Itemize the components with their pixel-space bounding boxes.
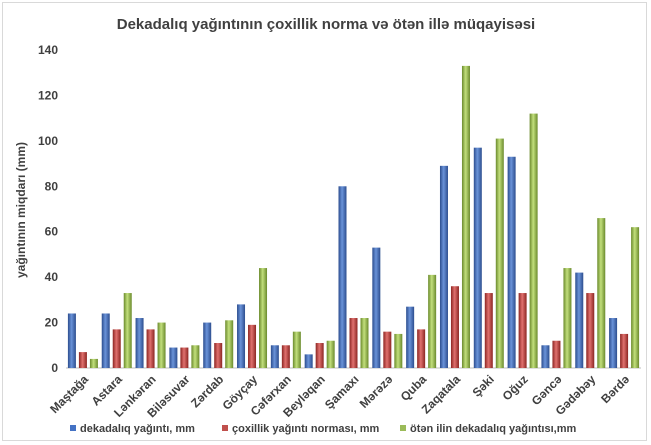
x-tick-label: Quba <box>398 372 430 404</box>
x-tick-label: Şamaxı <box>322 372 362 412</box>
bar-c-f-rxan-series-1 <box>270 345 279 368</box>
bar-l-nk-ran-series-2 <box>146 329 155 368</box>
bar-astara-series-3 <box>123 293 132 368</box>
bar-l-nk-ran-series-3 <box>157 322 166 368</box>
bar-samax-series-1 <box>338 186 347 368</box>
bar-g-nc-series-3 <box>563 268 572 368</box>
bar-c-f-rxan-series-3 <box>292 331 301 368</box>
legend-label: dekadalıq yağıntı, mm <box>80 423 195 435</box>
bar-m-r-z-series-2 <box>383 331 392 368</box>
bar-astara-series-2 <box>112 329 121 368</box>
bar-g-d-b-y-series-2 <box>586 293 595 368</box>
x-tick-label: Şəki <box>470 372 497 399</box>
bar-quba-series-3 <box>428 274 437 368</box>
legend-swatch <box>400 425 406 431</box>
bar-mastaga-series-1 <box>67 313 76 368</box>
bar-samax-series-2 <box>349 318 358 368</box>
bar-c-f-rxan-series-2 <box>281 345 290 368</box>
y-tick-label: 0 <box>51 361 58 375</box>
bar-b-rd-series-2 <box>620 333 629 368</box>
bar-m-r-z-series-3 <box>394 333 403 368</box>
x-tick-label: Oğuz <box>500 372 531 403</box>
bar-z-rdab-series-3 <box>225 320 234 368</box>
bar-goycay-series-2 <box>248 324 257 368</box>
x-axis-labels: MaştağaAstaraLənkəranBiləsuvarZərdabGöyç… <box>47 372 632 420</box>
y-tick-label: 20 <box>45 316 59 330</box>
bar-goycay-series-1 <box>237 304 246 368</box>
bar-goycay-series-3 <box>259 268 268 368</box>
bar-bil-suvar-series-2 <box>180 347 189 368</box>
bar-b-rd-series-1 <box>609 318 618 368</box>
bar-z-rdab-series-1 <box>203 322 212 368</box>
x-tick-label: Maştağa <box>47 372 91 416</box>
bar-beyl-qan-series-1 <box>304 354 313 368</box>
bar-samax-series-3 <box>360 318 369 368</box>
y-tick-label: 120 <box>38 88 58 102</box>
bar-b-rd-series-3 <box>631 227 640 368</box>
bar-s-ki-series-3 <box>495 138 504 368</box>
y-axis-label: yağıntının miqdarı (mm) <box>14 142 28 278</box>
legend-label: çoxillik yağıntı norması, mm <box>232 423 380 435</box>
bar-l-nk-ran-series-1 <box>135 318 144 368</box>
y-tick-label: 80 <box>45 179 59 193</box>
bar-z-rdab-series-2 <box>214 343 223 368</box>
legend-swatch <box>222 425 228 431</box>
bar-beyl-qan-series-3 <box>326 340 335 368</box>
bar-oguz-series-2 <box>518 293 527 368</box>
bar-oguz-series-1 <box>507 156 516 368</box>
x-tick-label: Bərdə <box>598 372 632 406</box>
bar-quba-series-1 <box>406 306 415 368</box>
y-tick-label: 140 <box>38 43 58 57</box>
bar-group <box>67 65 640 369</box>
bar-m-r-z-series-1 <box>372 247 381 368</box>
bar-g-d-b-y-series-3 <box>597 218 606 368</box>
bar-g-nc-series-2 <box>552 340 561 368</box>
y-axis-ticks: 0 20 40 60 80 100 120 140 <box>38 43 58 375</box>
y-tick-label: 40 <box>45 270 59 284</box>
bar-bil-suvar-series-1 <box>169 347 178 368</box>
bar-oguz-series-3 <box>529 113 538 368</box>
bar-zaqatala-series-2 <box>450 286 459 368</box>
legend-swatch <box>70 425 76 431</box>
bar-s-ki-series-1 <box>473 147 482 368</box>
bar-zaqatala-series-3 <box>461 65 470 369</box>
bar-astara-series-1 <box>101 313 110 368</box>
x-tick-label: Mərəzə <box>357 372 396 411</box>
bar-bil-suvar-series-3 <box>191 345 200 368</box>
bar-mastaga-series-3 <box>89 358 98 368</box>
bar-zaqatala-series-1 <box>439 165 448 368</box>
y-tick-label: 100 <box>38 134 58 148</box>
bar-g-nc-series-1 <box>541 345 550 368</box>
legend-label: ötən ilin dekadalıq yağıntısı,mm <box>410 423 576 435</box>
bar-g-d-b-y-series-1 <box>575 272 584 368</box>
legend: dekadalıq yağıntı, mm çoxillik yağıntı no… <box>70 423 576 435</box>
bar-s-ki-series-2 <box>484 293 493 368</box>
bar-quba-series-2 <box>417 329 426 368</box>
y-tick-label: 60 <box>45 225 59 239</box>
chart-title: Dekadalıq yağıntının çoxillik norma və ö… <box>117 16 535 33</box>
bar-mastaga-series-2 <box>78 352 87 368</box>
bar-beyl-qan-series-2 <box>315 343 324 368</box>
